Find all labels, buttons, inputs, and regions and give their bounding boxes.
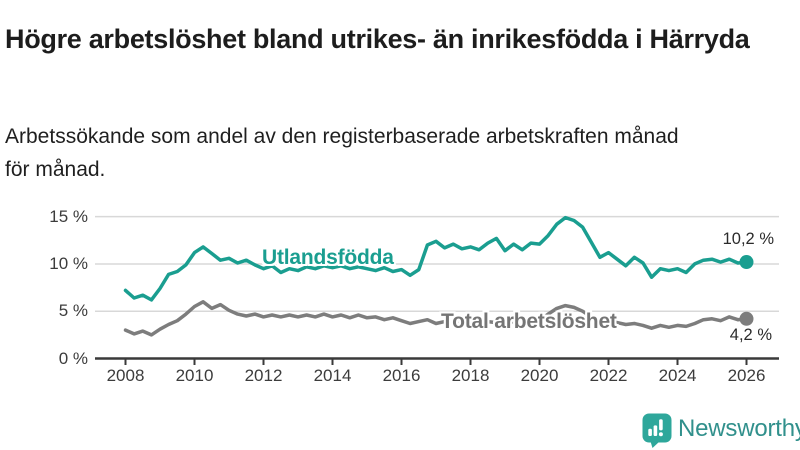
x-tick-label: 2022	[589, 366, 628, 385]
y-tick-label: 15 %	[49, 206, 88, 226]
brand-wordmark: Newsworthy	[678, 415, 800, 442]
series-label-total-arbetsloshet: Total arbetslöshet	[441, 310, 617, 333]
logo-bubble-tail	[650, 441, 660, 448]
x-tick-label: 2016	[382, 366, 421, 385]
logo-bar-1	[648, 428, 652, 436]
series-end-dot-utlandsf-dda	[739, 255, 754, 270]
x-tick-label: 2014	[313, 366, 352, 385]
x-tick-label: 2026	[727, 366, 766, 385]
y-tick-label: 5 %	[58, 301, 88, 321]
page-subtitle: Arbetssökande som andel av den registerb…	[5, 125, 679, 181]
series-end-dot-total-arbetsl-shet	[739, 311, 754, 326]
series-line-utlandsf-dda	[123, 215, 749, 302]
logo-exclamation-dot	[658, 432, 663, 437]
y-tick-label: 10 %	[49, 253, 88, 273]
x-tick-label: 2024	[658, 366, 697, 385]
newsworthy-logo-icon	[642, 413, 672, 448]
logo-exclamation-bar	[659, 419, 663, 431]
x-tick-label: 2008	[106, 366, 145, 385]
x-tick-label: 2020	[520, 366, 559, 385]
series-label-utlandsfodda: Utlandsfödda	[262, 246, 394, 269]
y-tick-label: 0 %	[58, 348, 88, 368]
x-tick-label: 2012	[244, 366, 283, 385]
x-tick-label: 2010	[175, 366, 214, 385]
page-title: Högre arbetslöshet bland utrikes- än inr…	[5, 24, 750, 55]
end-value-label-utlandsfodda: 10,2 %	[722, 230, 774, 248]
x-tick-label: 2018	[451, 366, 490, 385]
series-line-total-arbetsl-shet	[123, 300, 749, 337]
logo-bar-2	[653, 425, 658, 436]
end-value-label-total: 4,2 %	[729, 326, 772, 344]
